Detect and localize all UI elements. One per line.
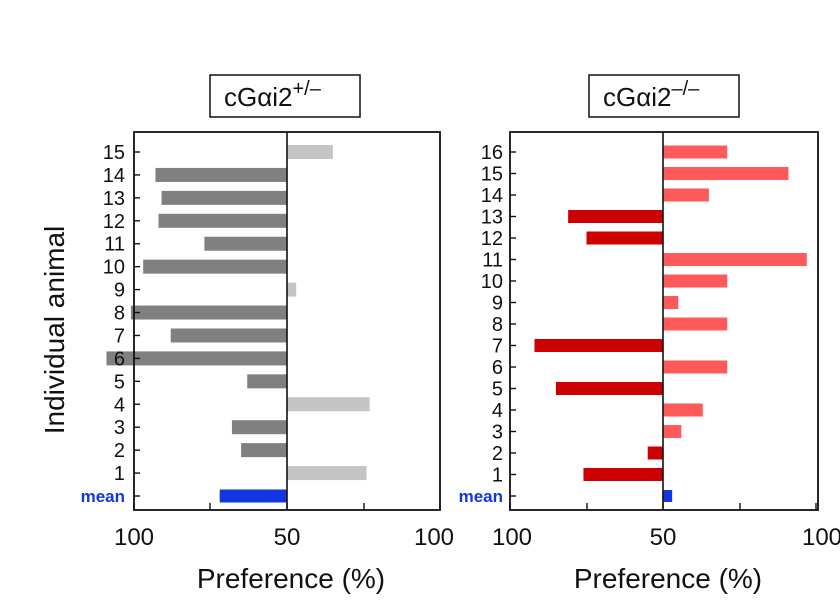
y-tick-label: 12	[481, 228, 503, 250]
y-tick-label-mean: mean	[459, 487, 503, 506]
y-tick-label: 6	[492, 357, 503, 379]
y-tick-label: 14	[103, 165, 125, 187]
animal-bar-4	[287, 397, 370, 412]
y-tick-label: 15	[481, 164, 503, 186]
x-tick-label: 100	[492, 524, 532, 551]
panel-title-main: cGαi2	[224, 82, 293, 112]
y-tick-label: 12	[103, 211, 125, 233]
y-tick-label: 11	[104, 234, 125, 256]
y-tick-label: 6	[114, 348, 125, 370]
animal-bar-8	[130, 305, 287, 320]
y-tick-label: 4	[492, 400, 503, 422]
panel-title-box	[588, 74, 740, 118]
x-tick-label: 100	[802, 524, 840, 551]
y-tick-label: 16	[481, 142, 503, 164]
y-tick-label: 2	[114, 440, 125, 462]
animal-bar-7	[534, 339, 663, 352]
panel-title-box	[209, 74, 361, 118]
animal-bar-13	[568, 210, 663, 223]
animal-bar-11	[663, 253, 807, 266]
y-axis-title: Individual animal	[39, 226, 70, 435]
y-tick-label: 10	[481, 271, 503, 293]
animal-bar-11	[204, 236, 287, 251]
animal-bar-16	[663, 145, 728, 159]
x-tick-label: 100	[414, 524, 454, 551]
y-tick-label: 9	[492, 293, 503, 315]
y-tick-label: 7	[114, 325, 125, 347]
animal-bar-15	[663, 167, 789, 180]
y-tick-label: 3	[492, 422, 503, 444]
animal-bar-3	[663, 425, 682, 438]
animal-bar-5	[555, 382, 663, 395]
y-tick-label: 13	[103, 188, 125, 210]
mean-bar	[663, 490, 673, 502]
animal-bar-14	[155, 167, 287, 182]
y-tick-label: 5	[492, 379, 503, 401]
panel-title-superscript: +/–	[293, 78, 322, 100]
animal-bar-15	[287, 145, 333, 159]
x-axis-title: Preference (%)	[574, 563, 762, 594]
y-tick-label: 1	[492, 465, 503, 487]
y-tick-label: 11	[482, 250, 503, 272]
panel-title-superscript: –/–	[672, 78, 701, 100]
panel-title-main: cGαi2	[603, 82, 672, 112]
animal-bar-10	[143, 259, 287, 274]
mean-bar	[219, 489, 287, 503]
y-tick-label: 10	[103, 257, 125, 279]
x-tick-label: 50	[274, 524, 301, 551]
animal-bar-14	[663, 188, 709, 202]
y-tick-label: 13	[481, 207, 503, 229]
y-tick-label: 4	[114, 394, 125, 416]
animal-bar-12	[586, 231, 663, 245]
y-tick-label: 14	[481, 185, 503, 207]
animal-bar-2	[647, 446, 663, 460]
animal-bar-8	[663, 317, 728, 331]
y-tick-label: 15	[103, 142, 125, 164]
x-tick-label: 100	[114, 524, 154, 551]
animal-bar-2	[241, 443, 287, 458]
y-tick-label: 5	[114, 371, 125, 393]
panel-title: cGαi2+/–	[224, 78, 322, 112]
animal-bar-13	[161, 190, 287, 205]
animal-bar-7	[170, 328, 287, 343]
animal-bar-4	[663, 403, 703, 417]
y-tick-label: 1	[114, 463, 125, 485]
y-tick-label: 2	[492, 443, 503, 465]
animal-bar-6	[106, 351, 288, 366]
y-tick-label: 7	[492, 336, 503, 358]
animal-bar-3	[231, 420, 287, 435]
x-axis-title: Preference (%)	[197, 563, 385, 594]
panel-title: cGαi2–/–	[603, 78, 700, 112]
y-tick-label: 8	[492, 314, 503, 336]
animal-bar-5	[247, 374, 287, 389]
plot-frame	[509, 131, 819, 511]
animal-bar-1	[583, 468, 663, 481]
animal-bar-12	[158, 213, 287, 228]
y-tick-label-mean: mean	[81, 487, 125, 506]
animal-bar-9	[663, 296, 679, 309]
y-tick-label: 9	[114, 280, 125, 302]
animal-bar-1	[287, 466, 367, 481]
animal-bar-9	[287, 282, 297, 297]
y-tick-label: 8	[114, 303, 125, 325]
animal-bar-6	[663, 360, 728, 374]
animal-bar-10	[663, 274, 728, 288]
y-tick-label: 3	[114, 417, 125, 439]
x-tick-label: 50	[650, 524, 677, 551]
